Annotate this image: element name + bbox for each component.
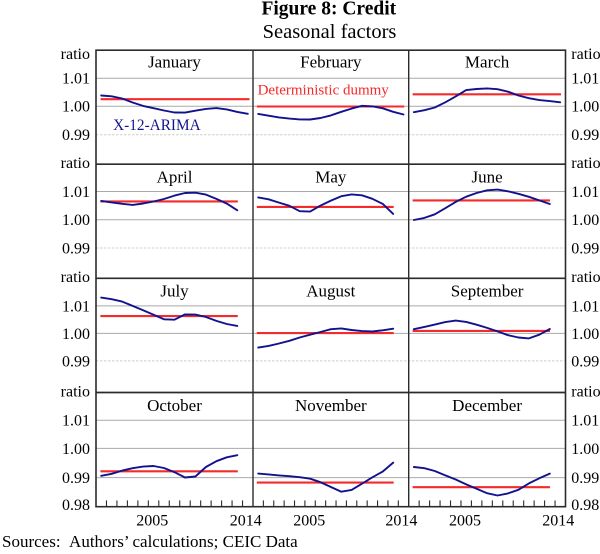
svg-text:0.99: 0.99: [571, 353, 599, 370]
svg-text:ratio: ratio: [61, 46, 90, 63]
svg-text:2014: 2014: [230, 513, 262, 530]
svg-text:Seasonal factors: Seasonal factors: [263, 21, 397, 43]
svg-text:June: June: [472, 168, 503, 187]
svg-text:May: May: [315, 168, 347, 187]
svg-text:1.00: 1.00: [62, 441, 90, 458]
svg-text:October: October: [147, 396, 202, 415]
svg-text:1.00: 1.00: [571, 441, 599, 458]
svg-text:0.99: 0.99: [62, 240, 90, 257]
svg-text:0.99: 0.99: [62, 353, 90, 370]
svg-text:ratio: ratio: [571, 269, 600, 286]
svg-text:Figure 8: Credit: Figure 8: Credit: [261, 0, 396, 20]
svg-text:1.01: 1.01: [571, 298, 599, 315]
svg-text:1.01: 1.01: [62, 71, 90, 88]
svg-text:1.00: 1.00: [571, 326, 599, 343]
svg-text:2014: 2014: [542, 513, 574, 530]
svg-text:0.98: 0.98: [571, 497, 599, 514]
svg-text:1.01: 1.01: [62, 298, 90, 315]
svg-text:February: February: [300, 52, 362, 71]
svg-text:1.00: 1.00: [571, 99, 599, 116]
svg-text:0.99: 0.99: [571, 127, 599, 144]
svg-text:ratio: ratio: [61, 269, 90, 286]
svg-text:ratio: ratio: [571, 384, 600, 401]
svg-text:2005: 2005: [449, 513, 481, 530]
svg-text:1.00: 1.00: [571, 212, 599, 229]
svg-text:1.01: 1.01: [62, 184, 90, 201]
svg-text:1.01: 1.01: [571, 71, 599, 88]
svg-text:ratio: ratio: [61, 384, 90, 401]
svg-text:1.01: 1.01: [571, 413, 599, 430]
svg-text:January: January: [148, 52, 201, 71]
svg-text:2014: 2014: [385, 513, 417, 530]
svg-text:1.01: 1.01: [62, 413, 90, 430]
svg-text:ratio: ratio: [571, 46, 600, 63]
svg-text:Sources: Authors’ calculation: Sources: Authors’ calculations; CEIC Dat…: [2, 532, 298, 551]
svg-text:December: December: [452, 396, 522, 415]
svg-text:July: July: [160, 282, 189, 301]
svg-text:April: April: [157, 168, 193, 187]
svg-text:0.98: 0.98: [62, 497, 90, 514]
svg-text:1.00: 1.00: [62, 326, 90, 343]
svg-text:2005: 2005: [136, 513, 168, 530]
svg-text:Deterministic dummy: Deterministic dummy: [258, 82, 390, 98]
svg-text:November: November: [295, 396, 367, 415]
svg-text:0.99: 0.99: [571, 470, 599, 487]
svg-text:September: September: [451, 282, 524, 301]
svg-text:0.99: 0.99: [571, 240, 599, 257]
svg-text:0.99: 0.99: [62, 470, 90, 487]
svg-text:1.00: 1.00: [62, 99, 90, 116]
svg-text:1.01: 1.01: [571, 184, 599, 201]
svg-text:March: March: [465, 52, 510, 71]
svg-text:ratio: ratio: [571, 155, 600, 172]
svg-text:August: August: [306, 282, 355, 301]
svg-text:2005: 2005: [293, 513, 325, 530]
svg-text:1.00: 1.00: [62, 212, 90, 229]
svg-text:X-12-ARIMA: X-12-ARIMA: [113, 117, 201, 134]
svg-text:0.99: 0.99: [62, 127, 90, 144]
svg-text:ratio: ratio: [61, 155, 90, 172]
